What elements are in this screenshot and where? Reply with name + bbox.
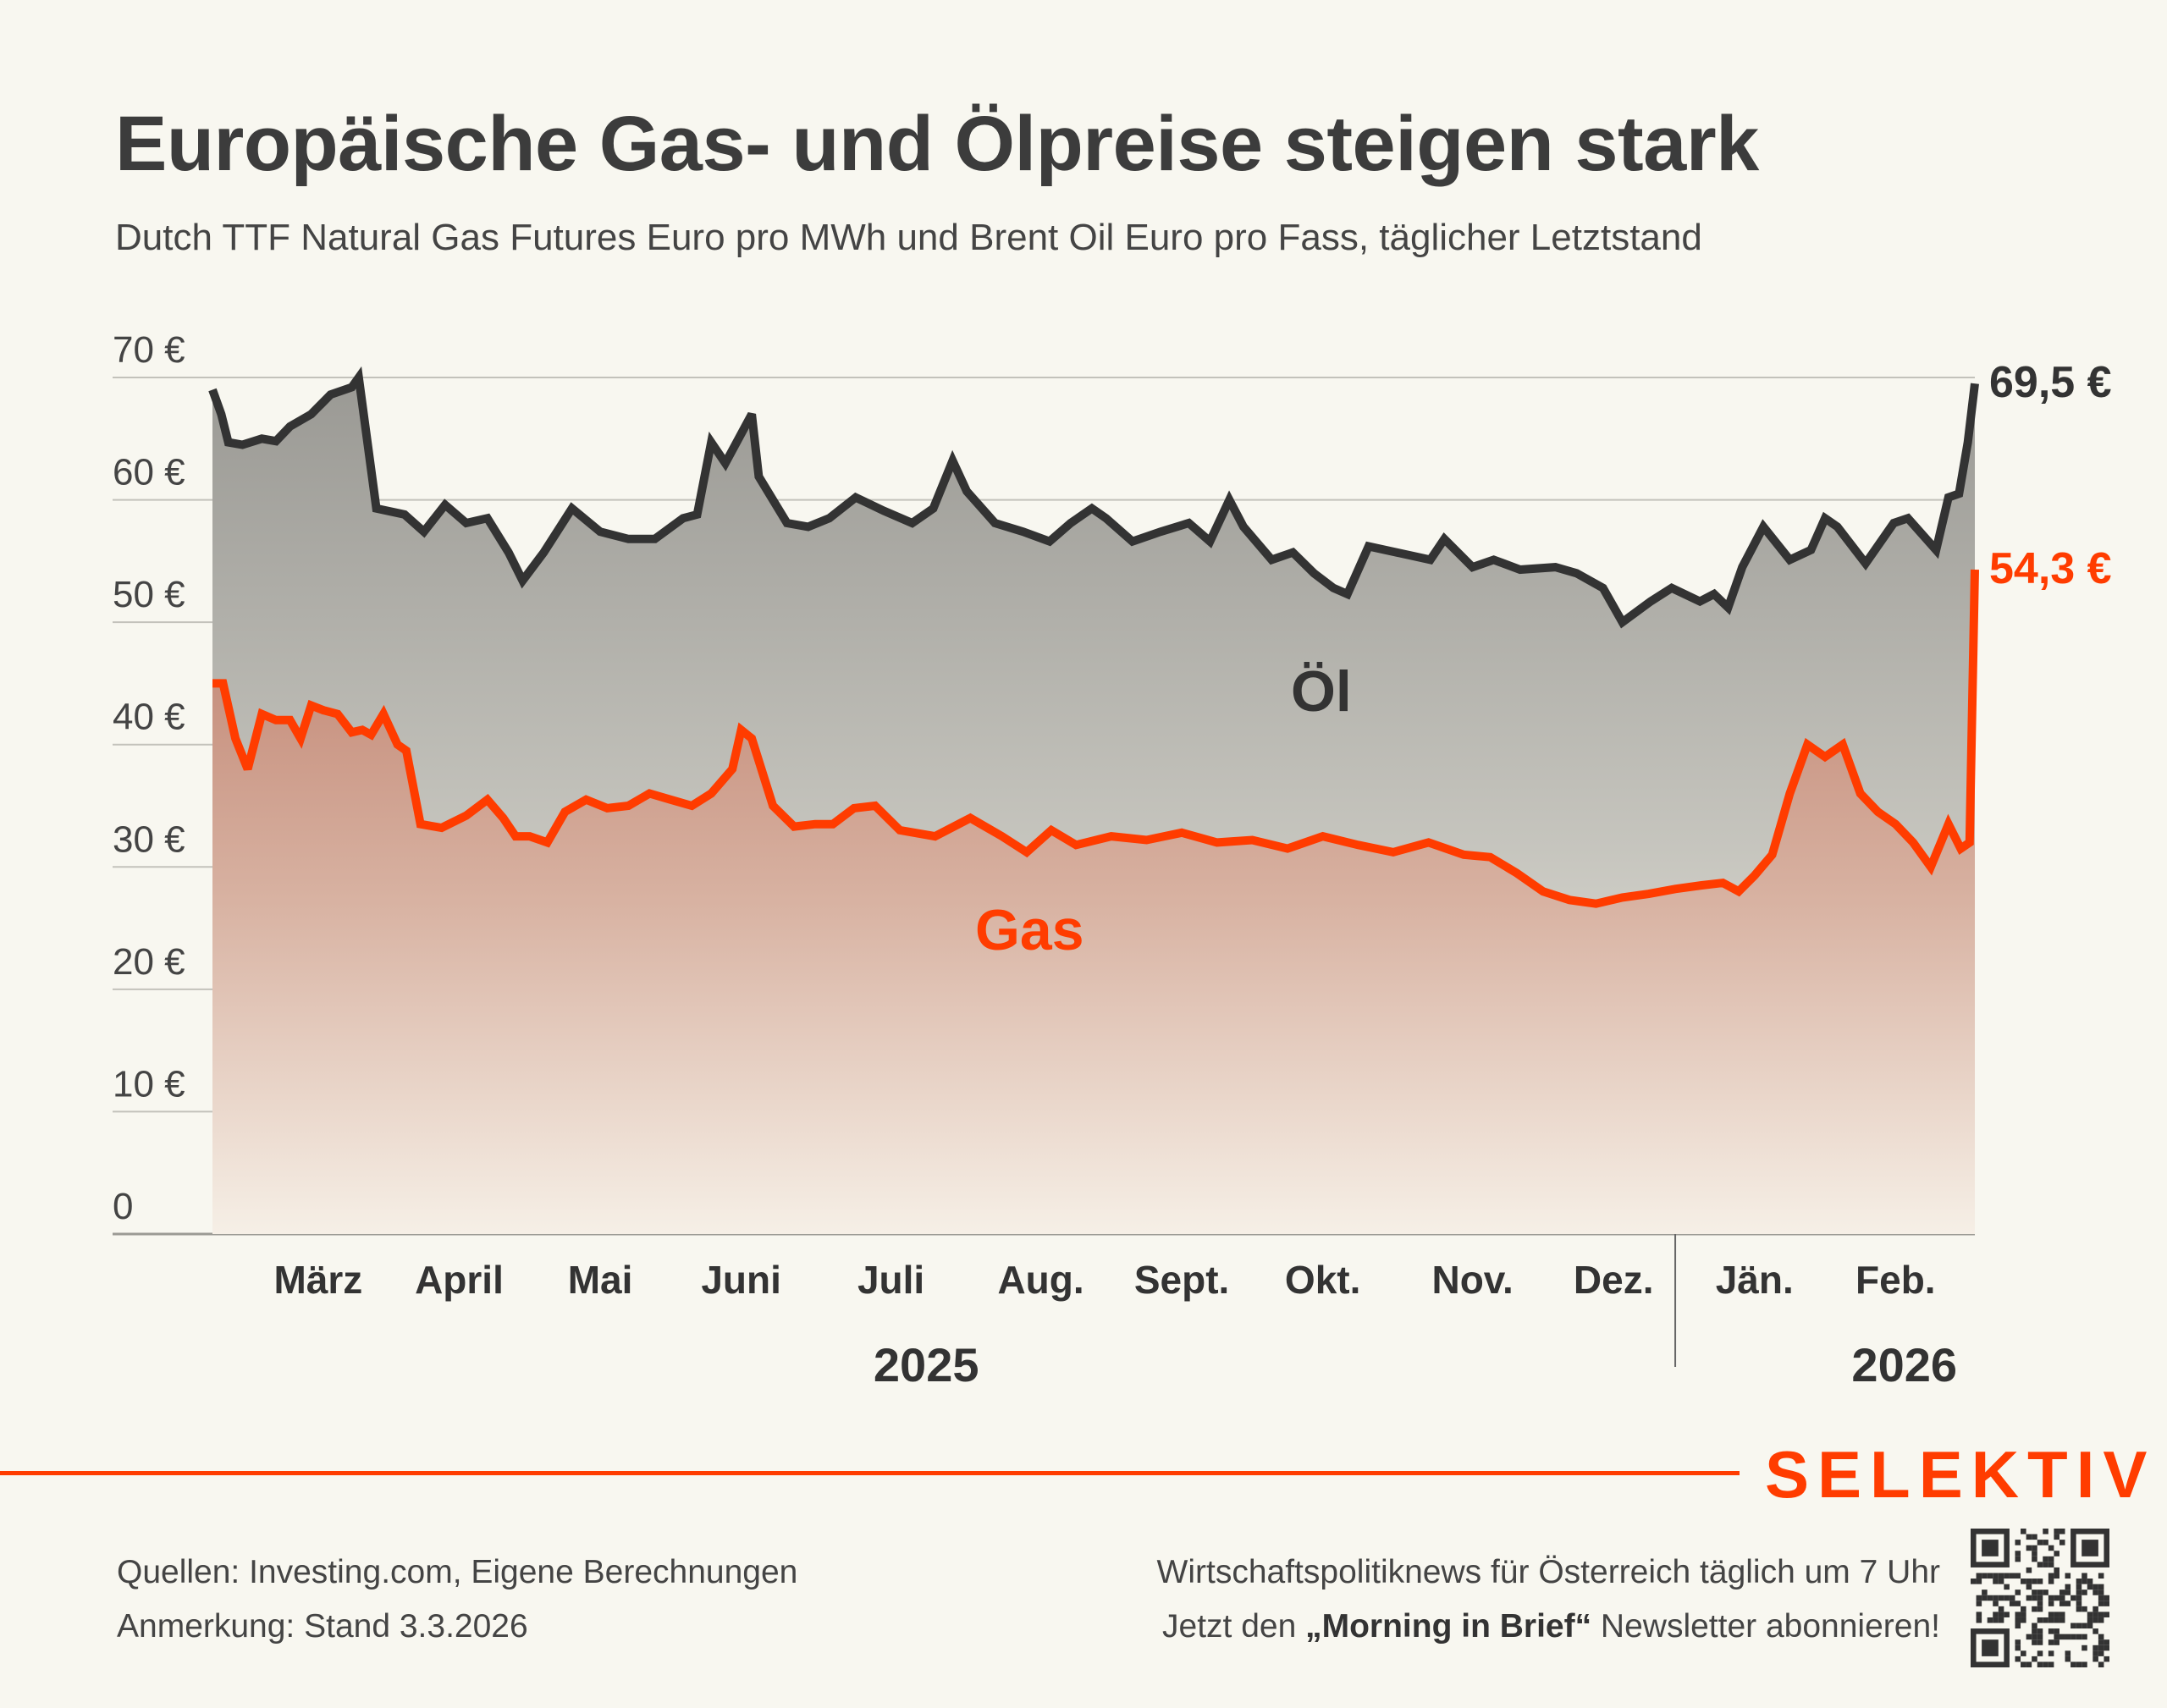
newsletter-name[interactable]: „Morning in Brief“ [1305,1608,1592,1645]
footer-divider [0,1471,1740,1475]
x-tick-label: Nov. [1431,1258,1513,1302]
y-tick-label: 30 € [113,818,185,860]
gas-end-label: 54,3 € [1989,544,2112,593]
x-tick-label: Sept. [1134,1258,1229,1302]
oil-end-label: 69,5 € [1989,358,2112,407]
x-tick-label: Mai [568,1258,633,1302]
oil-series-label: Öl [1291,659,1352,724]
gas-series-label: Gas [975,898,1084,962]
x-tick-label: Okt. [1285,1258,1360,1302]
promo-post: Newsletter abonnieren! [1591,1608,1940,1645]
note-text: Anmerkung: Stand 3.3.2026 [117,1608,528,1645]
chart-subtitle: Dutch TTF Natural Gas Futures Euro pro M… [115,217,1702,258]
x-tick-label: Jän. [1716,1258,1794,1302]
brand-logo: SELEKTIV [1765,1437,2156,1512]
x-tick-label: März [274,1258,363,1302]
y-tick-label: 10 € [113,1063,185,1105]
y-tick-label: 60 € [113,452,185,493]
y-tick-label: 0 [113,1186,133,1227]
x-tick-label: April [415,1258,504,1302]
gas-line [212,569,1979,908]
promo-line-2[interactable]: Jetzt den „Morning in Brief“ Newsletter … [1162,1608,1940,1645]
promo-line-1: Wirtschaftspolitiknews für Österreich tä… [1156,1554,1940,1590]
x-tick-label: Aug. [997,1258,1084,1302]
year-label: 2026 [1851,1338,1957,1391]
x-tick-label: Dez. [1574,1258,1654,1302]
qr-code-icon[interactable] [1971,1529,2109,1667]
chart-title: Europäische Gas- und Ölpreise steigen st… [115,101,1759,187]
x-tick-label: Juni [701,1258,781,1302]
promo-pre: Jetzt den [1162,1608,1306,1645]
oil-line [208,366,1979,629]
y-tick-label: 20 € [113,941,185,983]
y-tick-label: 50 € [113,574,185,615]
y-tick-label: 70 € [113,329,185,371]
gas-area [212,570,1975,1234]
price-chart: 0 10 € 20 € 30 € 40 € 50 € 60 € 70 € März April M… [113,329,2112,1391]
year-label: 2025 [874,1338,979,1391]
y-tick-label: 40 € [113,697,185,738]
x-tick-label: Feb. [1855,1258,1936,1302]
sources-text: Quellen: Investing.com, Eigene Berechnun… [117,1554,798,1590]
x-tick-label: Juli [857,1258,924,1302]
